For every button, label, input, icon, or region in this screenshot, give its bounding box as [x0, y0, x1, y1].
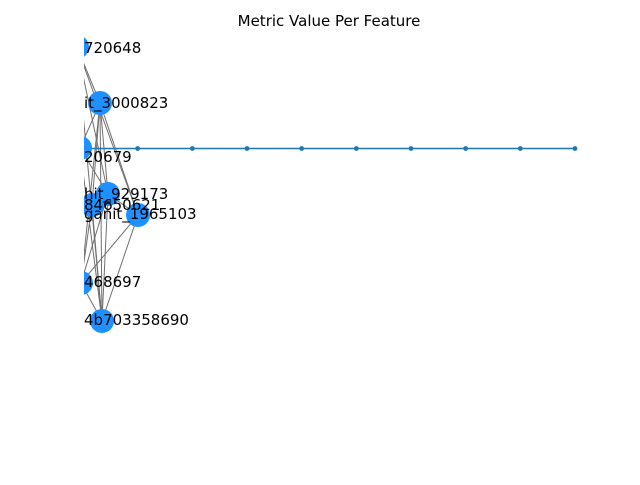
node-n2: [88, 91, 112, 115]
node-label-n7: 468697: [84, 273, 141, 291]
series-layer: [84, 146, 578, 151]
series-point: [517, 146, 523, 151]
node-n3: [84, 136, 92, 160]
node-label-n4: hit_929173: [84, 185, 168, 204]
node-label-n5: 84650621: [84, 196, 160, 214]
node-n7: [84, 271, 93, 295]
edge-n3-n8: [84, 175, 103, 322]
series-point: [189, 146, 195, 151]
series-point: [353, 146, 359, 151]
node-n5: [84, 193, 104, 217]
series-point: [572, 146, 578, 151]
node-label-n1: 720648: [84, 39, 141, 57]
node-label-n3: 20679: [84, 148, 132, 166]
node-n1: [84, 37, 89, 57]
series-point: [408, 146, 414, 151]
node-label-n6: ganit_1965103: [84, 205, 197, 224]
edge-n5-n7: [84, 204, 93, 266]
labels-layer: 720648 it_3000823 20679 hit_92917384650621g…: [84, 39, 197, 329]
chart-title: Metric Value Per Feature: [238, 12, 421, 30]
series-point: [463, 146, 469, 151]
series-point: [299, 146, 305, 151]
series-point: [135, 146, 141, 151]
node-label-n8: 4b703358690: [84, 311, 189, 329]
node-n8: [90, 309, 114, 333]
edge-n6-n8: [101, 214, 139, 322]
edge-n2-n7: [84, 102, 101, 260]
nodes-layer: [84, 37, 150, 333]
node-label-n2: it_3000823: [84, 94, 168, 113]
edge-n6-n7: [84, 214, 139, 281]
series-point: [244, 146, 250, 151]
edge-n1-n6: [84, 64, 139, 216]
node-n6: [126, 203, 150, 227]
edge-n5-n8: [91, 204, 103, 322]
edge-n4-n8: [101, 193, 109, 322]
edge-n2-n6: [99, 102, 139, 216]
